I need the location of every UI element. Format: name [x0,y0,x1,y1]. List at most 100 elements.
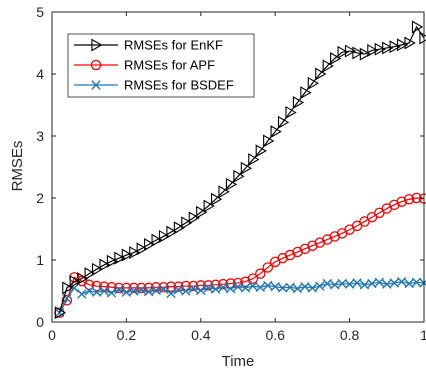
data-point-rmses-for-bsdef [359,280,370,290]
data-point-rmses-for-enkf [277,115,290,129]
data-point-rmses-for-bsdef [240,283,251,293]
data-point-rmses-for-apf [113,282,125,294]
data-point-rmses-for-enkf [54,306,67,320]
data-point-rmses-for-enkf [91,262,104,276]
data-point-rmses-for-enkf [181,216,193,230]
legend-label: RMSEs for EnKF [124,38,223,53]
data-point-rmses-for-enkf [307,76,320,90]
data-point-rmses-for-bsdef [106,288,117,298]
legend-marker [90,59,102,71]
data-point-rmses-for-bsdef [292,283,303,294]
data-point-rmses-for-enkf [151,233,163,247]
data-point-rmses-for-bsdef [121,287,132,297]
data-point-rmses-for-enkf [121,248,134,262]
y-axis-label: RMSEs [9,141,26,192]
data-point-rmses-for-enkf [248,153,260,167]
legend-marker [91,38,103,52]
data-point-rmses-for-bsdef [411,277,422,288]
data-point-rmses-for-enkf [225,177,238,191]
data-point-rmses-for-apf [255,268,266,279]
data-point-rmses-for-bsdef [367,278,377,289]
data-point-rmses-for-apf [396,196,407,207]
y-tick-label: 4 [36,66,44,82]
data-point-rmses-for-bsdef [330,280,340,290]
data-point-rmses-for-enkf [337,45,349,59]
data-point-rmses-for-enkf [263,134,275,148]
data-point-rmses-for-bsdef [344,279,355,289]
data-point-rmses-for-enkf [411,20,424,34]
data-point-rmses-for-enkf [292,96,305,109]
data-point-rmses-for-enkf [322,59,334,73]
data-point-rmses-for-bsdef [196,285,206,296]
data-point-rmses-for-bsdef [181,286,191,296]
data-point-rmses-for-bsdef [307,283,318,293]
data-point-rmses-for-enkf [211,192,223,206]
data-point-rmses-for-bsdef [151,285,161,296]
legend-entry-rmses-for-enkf: RMSEs for EnKF [74,38,223,53]
data-point-rmses-for-bsdef [233,281,243,292]
legend: RMSEs for EnKF RMSEs for APF RMSEs for BSD… [67,33,255,98]
data-point-rmses-for-bsdef [389,278,399,288]
data-point-rmses-for-enkf [144,238,156,251]
data-point-rmses-for-enkf [62,281,74,295]
data-point-rmses-for-enkf [344,44,357,58]
data-point-rmses-for-apf [217,278,229,290]
data-point-rmses-for-enkf [270,125,282,139]
data-point-rmses-for-enkf [77,272,89,286]
axes-layer: 0 0.2 0.4 0.6 0.8 1 0 1 2 3 4 5 [36,4,426,343]
data-point-rmses-for-enkf [397,38,409,52]
data-point-rmses-for-enkf [374,42,386,56]
data-point-rmses-for-bsdef [404,278,414,289]
data-point-rmses-for-bsdef [263,280,273,291]
data-point-rmses-for-bsdef [129,286,139,296]
data-point-rmses-for-enkf [404,36,416,50]
data-point-rmses-for-enkf [99,258,111,272]
data-point-rmses-for-apf [247,273,259,284]
data-point-rmses-for-apf [83,279,95,291]
data-point-rmses-for-enkf [196,205,208,219]
data-point-rmses-for-bsdef [322,278,332,289]
data-point-rmses-for-enkf [359,47,372,61]
data-point-rmses-for-bsdef [144,286,154,297]
data-point-rmses-for-bsdef [285,282,295,292]
legend-label: RMSEs for BSDEF [124,78,234,93]
data-point-rmses-for-enkf [218,185,230,199]
legend-marker [91,80,101,90]
data-point-rmses-for-enkf [240,161,253,175]
series-layer [54,20,426,320]
data-point-rmses-for-enkf [158,229,171,243]
data-point-rmses-for-enkf [285,105,297,119]
series-rmses-for-bsdef [54,277,426,318]
x-tick-label: 1 [420,327,426,343]
data-point-rmses-for-bsdef [218,282,228,292]
legend-entry-rmses-for-bsdef: RMSEs for BSDEF [74,78,234,93]
data-point-rmses-for-enkf [419,31,426,45]
data-point-rmses-for-bsdef [99,286,109,296]
legend-entry-rmses-for-apf: RMSEs for APF [74,58,215,73]
legend-label: RMSEs for APF [124,58,215,73]
data-point-rmses-for-bsdef [270,281,280,292]
data-point-rmses-for-bsdef [91,287,102,297]
y-tick-label: 2 [36,190,44,206]
data-point-rmses-for-bsdef [166,288,176,299]
data-point-rmses-for-enkf [129,246,141,260]
data-point-rmses-for-enkf [367,43,379,57]
data-point-rmses-for-bsdef [277,283,288,293]
data-point-rmses-for-bsdef [203,283,213,293]
data-point-rmses-for-apf [173,281,184,292]
data-point-rmses-for-apf [262,262,274,273]
data-point-rmses-for-bsdef [225,283,236,294]
data-point-rmses-for-bsdef [84,286,94,296]
data-point-rmses-for-enkf [382,41,394,55]
data-point-rmses-for-bsdef [248,281,258,291]
y-tick-label: 1 [36,252,44,268]
x-tick-label: 0.6 [265,327,285,343]
series-rmses-for-enkf [54,20,426,320]
data-point-rmses-for-bsdef [352,278,362,288]
data-point-rmses-for-enkf [69,275,81,289]
data-point-rmses-for-bsdef [188,283,199,294]
data-point-rmses-for-enkf [352,46,364,60]
data-point-rmses-for-enkf [136,242,148,256]
data-point-rmses-for-enkf [84,267,96,281]
